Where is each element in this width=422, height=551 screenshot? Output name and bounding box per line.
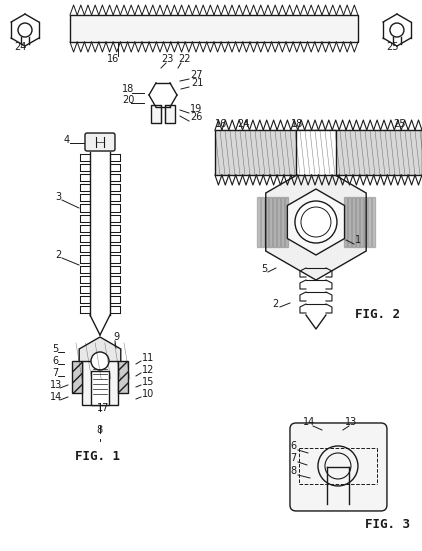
Text: 26: 26 bbox=[190, 112, 203, 122]
Text: 14: 14 bbox=[303, 417, 315, 427]
Text: 25: 25 bbox=[393, 119, 406, 129]
Text: 14: 14 bbox=[50, 392, 62, 402]
Bar bbox=[151, 105, 161, 123]
Text: 25: 25 bbox=[386, 42, 398, 52]
Bar bbox=[296, 130, 336, 175]
Text: 7: 7 bbox=[52, 368, 58, 378]
FancyBboxPatch shape bbox=[85, 133, 115, 151]
Polygon shape bbox=[287, 189, 344, 255]
Text: 9: 9 bbox=[113, 332, 119, 342]
Text: 2: 2 bbox=[272, 299, 278, 309]
Text: 22: 22 bbox=[178, 54, 190, 64]
Text: 18: 18 bbox=[291, 119, 303, 129]
Text: 27: 27 bbox=[190, 70, 203, 80]
Bar bbox=[72, 361, 82, 393]
Text: 15: 15 bbox=[142, 377, 154, 387]
Circle shape bbox=[91, 352, 109, 370]
Polygon shape bbox=[79, 337, 121, 385]
Bar bbox=[215, 130, 422, 175]
Text: 19: 19 bbox=[190, 104, 202, 114]
Polygon shape bbox=[266, 164, 366, 280]
Text: 17: 17 bbox=[97, 403, 109, 413]
Text: 10: 10 bbox=[142, 389, 154, 399]
Text: FIG. 3: FIG. 3 bbox=[365, 518, 410, 531]
Text: 1: 1 bbox=[355, 235, 361, 245]
Text: 5: 5 bbox=[52, 344, 58, 354]
Text: 13: 13 bbox=[345, 417, 357, 427]
Text: 6: 6 bbox=[52, 356, 58, 366]
Text: 11: 11 bbox=[142, 353, 154, 363]
Text: 13: 13 bbox=[50, 380, 62, 390]
Text: 8: 8 bbox=[290, 466, 296, 476]
Text: 12: 12 bbox=[142, 365, 154, 375]
Text: 21: 21 bbox=[191, 78, 203, 88]
Text: 6: 6 bbox=[290, 441, 296, 451]
Text: 20: 20 bbox=[122, 95, 134, 105]
Circle shape bbox=[295, 201, 337, 243]
Bar bbox=[82, 361, 118, 405]
Bar bbox=[165, 105, 175, 123]
Text: 18: 18 bbox=[122, 84, 134, 94]
Text: 16: 16 bbox=[215, 119, 227, 129]
Bar bbox=[91, 371, 109, 405]
Text: 16: 16 bbox=[107, 54, 119, 64]
Text: 23: 23 bbox=[161, 54, 173, 64]
Bar bbox=[118, 361, 128, 393]
Text: 2: 2 bbox=[55, 250, 61, 260]
Text: 24: 24 bbox=[237, 119, 249, 129]
Text: FIG. 1: FIG. 1 bbox=[75, 450, 120, 463]
FancyBboxPatch shape bbox=[290, 423, 387, 511]
Bar bbox=[70, 15, 358, 42]
Text: 3: 3 bbox=[55, 192, 61, 202]
Text: 8: 8 bbox=[96, 425, 102, 435]
Text: FIG. 2: FIG. 2 bbox=[355, 308, 400, 321]
Text: 24: 24 bbox=[14, 42, 26, 52]
Text: 7: 7 bbox=[290, 453, 296, 463]
Text: 5: 5 bbox=[261, 264, 267, 274]
Text: 4: 4 bbox=[64, 135, 70, 145]
